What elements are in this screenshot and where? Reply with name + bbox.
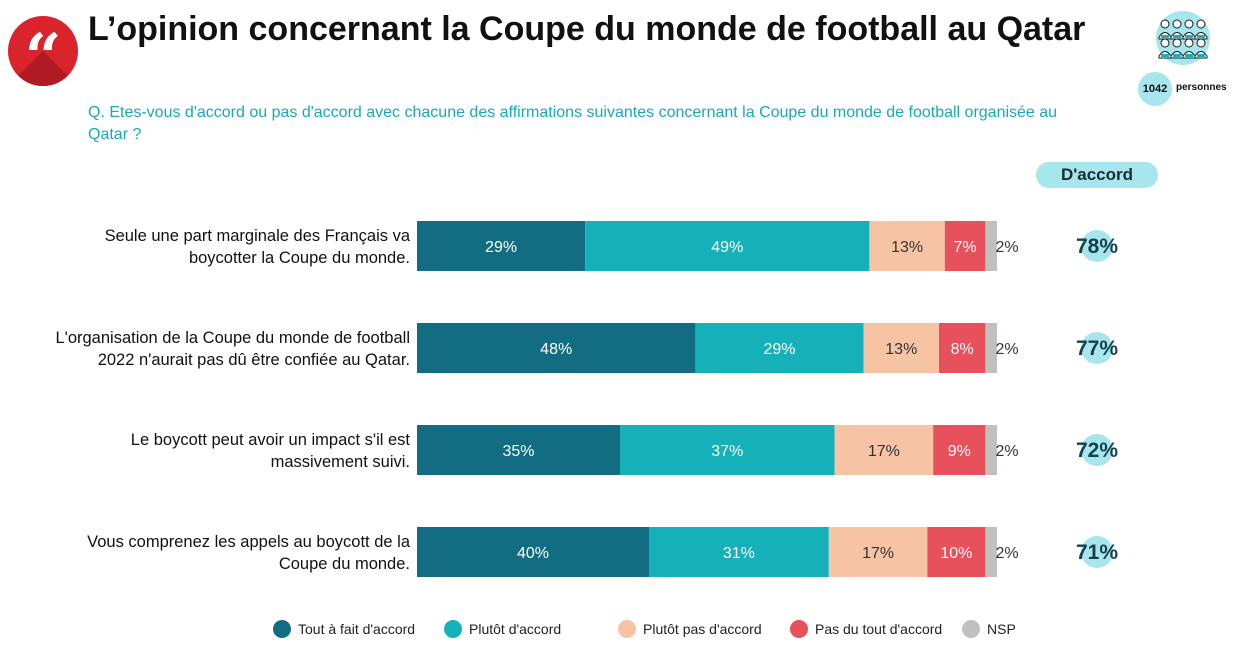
sample-count: 1042 [1138,72,1172,106]
bar-segment-plutot-pas [863,323,939,373]
bar-segment-plutot [695,323,864,373]
bar-value-label: 10% [940,545,972,562]
bar-value-label: 17% [868,443,900,460]
bar-segment-pas-du-tout [933,425,986,475]
category-label: Vous comprenez les appels au boycott de … [87,533,411,573]
total-agree-value: 77% [1076,337,1118,360]
legend-swatch-plutot-pas [618,620,636,638]
bar-value-label: 2% [995,239,1018,256]
bar-value-label: 2% [995,545,1018,562]
page-title: L’opinion concernant la Coupe du monde d… [88,10,1086,48]
bar-segment-nsp [985,425,997,475]
bar-segment-tout-a-fait [417,323,696,373]
bar-value-label: 13% [885,341,917,358]
agree-total-header: D'accord [1036,162,1158,188]
legend-swatch-pas-du-tout [790,620,808,638]
legend-swatch-nsp [962,620,980,638]
legend-label: Plutôt d'accord [469,621,561,637]
bar-segment-plutot-pas [869,221,945,271]
bar-segment-nsp [985,527,997,577]
bar-value-label: 17% [862,545,894,562]
bar-value-label: 8% [951,341,974,358]
bar-value-label: 7% [954,239,977,256]
people-group-icon [1156,11,1210,65]
bar-value-label: 31% [723,545,755,562]
bar-segment-nsp [985,323,997,373]
bar-value-label: 35% [502,443,534,460]
bar-segment-pas-du-tout [944,221,986,271]
legend-label: Pas du tout d'accord [815,621,942,637]
total-bubble [1081,230,1113,262]
total-bubble [1081,332,1113,364]
category-label: Seule une part marginale des Français va… [105,227,411,267]
total-bubble [1081,536,1113,568]
bar-segment-nsp [985,221,997,271]
bar-value-label: 13% [891,239,923,256]
sample-size: 1042 personnes [1138,10,1234,106]
bar-value-label: 40% [517,545,549,562]
bar-value-label: 29% [485,239,517,256]
bar-segment-plutot [585,221,870,271]
bar-value-label: 2% [995,341,1018,358]
bar-value-label: 49% [711,239,743,256]
legend-label: Tout à fait d'accord [298,621,415,637]
legend-label: Plutôt pas d'accord [643,621,762,637]
total-bubble [1081,434,1113,466]
quote-badge: “ [8,16,78,86]
total-agree-value: 71% [1076,541,1118,564]
bar-value-label: 9% [948,443,971,460]
total-agree-value: 78% [1076,235,1118,258]
quote-icon: “ [24,20,62,87]
sample-count-label: personnes [1176,82,1227,93]
bar-segment-pas-du-tout [927,527,986,577]
category-label: Le boycott peut avoir un impact s'il est… [131,431,411,471]
legend-swatch-tout-a-fait [273,620,291,638]
bar-segment-tout-a-fait [417,221,586,271]
legend-swatch-plutot [444,620,462,638]
bar-value-label: 48% [540,341,572,358]
bar-segment-tout-a-fait [417,425,620,475]
bar-value-label: 29% [763,341,795,358]
bar-segment-plutot [620,425,835,475]
bar-segment-plutot-pas [828,527,928,577]
total-agree-value: 72% [1076,439,1118,462]
survey-question: Q. Etes-vous d'accord ou pas d'accord av… [88,104,1058,143]
bar-segment-pas-du-tout [939,323,986,373]
bar-value-label: 2% [995,443,1018,460]
legend-label: NSP [987,621,1016,637]
category-label: L'organisation de la Coupe du monde de f… [56,329,411,369]
bar-segment-plutot-pas [834,425,934,475]
bar-segment-plutot [649,527,829,577]
bar-segment-tout-a-fait [417,527,649,577]
bar-value-label: 37% [711,443,743,460]
